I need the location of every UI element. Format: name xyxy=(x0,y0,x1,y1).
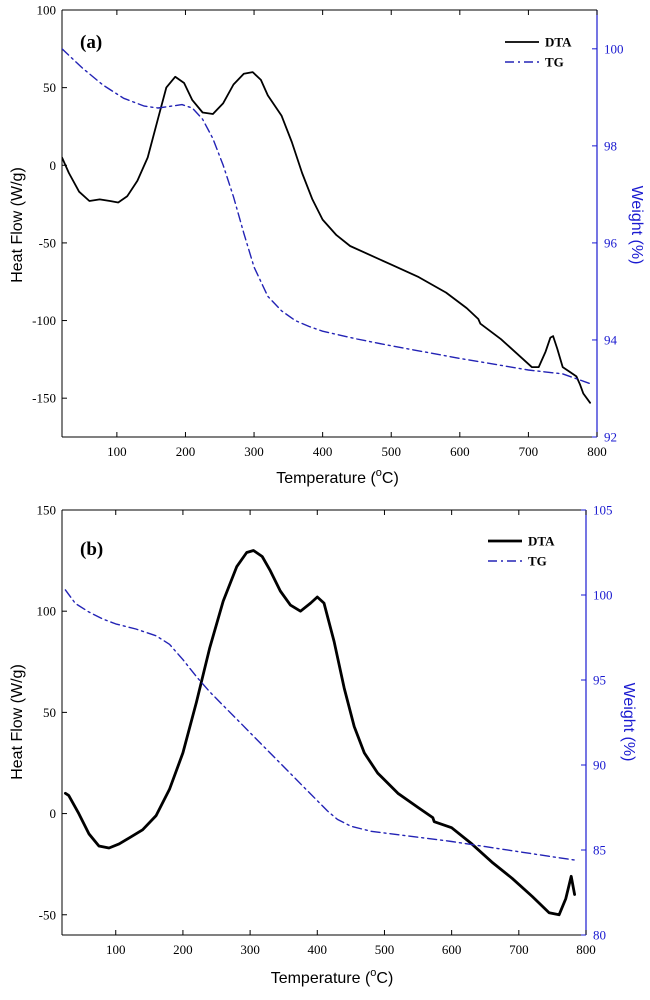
series-tg-line xyxy=(62,48,591,385)
x-tick-label: 800 xyxy=(587,444,607,459)
series-dta-line xyxy=(64,549,576,917)
y-left-tick-label: 150 xyxy=(37,503,57,518)
x-tick-label: 500 xyxy=(375,942,395,957)
chart-panel-b: 100 200 300 400 500 600 700 800 -50 0 50 100 150 80 85… xyxy=(9,503,637,988)
y-right-tick-label: 85 xyxy=(593,843,606,858)
x-tick-label: 300 xyxy=(244,444,264,459)
x-tick-label: 300 xyxy=(240,942,260,957)
series-tg-line xyxy=(64,589,577,861)
y-right-tick-label: 100 xyxy=(604,41,624,56)
y-right-tick-label: 105 xyxy=(593,503,613,518)
panel-label: (b) xyxy=(80,539,103,560)
y-left-tick-label: 100 xyxy=(37,604,57,619)
y-right-tick-label: 95 xyxy=(593,673,606,688)
x-tick-label: 200 xyxy=(173,942,193,957)
y-right-tick-label: 80 xyxy=(593,928,606,943)
x-tick-label: 100 xyxy=(106,942,126,957)
x-tick-label: 100 xyxy=(107,444,127,459)
x-tick-label: 500 xyxy=(381,444,401,459)
y-right-tick-label: 92 xyxy=(604,430,617,445)
y-left-tick-label: 100 xyxy=(37,3,57,18)
legend-label-tg: TG xyxy=(528,554,547,569)
x-tick-label: 800 xyxy=(576,942,596,957)
y-right-tick-label: 90 xyxy=(593,758,606,773)
y-left-tick-label: -50 xyxy=(39,235,56,250)
y-left-axis-title: Heat Flow (W/g) xyxy=(9,664,26,780)
x-axis-title: Temperature (oC) xyxy=(276,467,399,487)
legend: DTA TG xyxy=(488,534,555,569)
x-tick-label: 600 xyxy=(442,942,462,957)
y-left-axis-title: Heat Flow (W/g) xyxy=(9,167,26,283)
y-right-tick-label: 98 xyxy=(604,138,617,153)
series-dta-line xyxy=(62,71,591,404)
chart-panel-a: 100 200 300 400 500 600 700 800 -150 -100 -50 0 50 10… xyxy=(9,3,645,488)
y-left-tick-label: -150 xyxy=(32,391,56,406)
x-tick-label: 600 xyxy=(450,444,470,459)
legend-label-tg: TG xyxy=(545,55,564,70)
x-tick-label: 700 xyxy=(519,444,539,459)
y-left-tick-label: 50 xyxy=(43,705,56,720)
y-right-tick-label: 100 xyxy=(593,588,613,603)
legend-label-dta: DTA xyxy=(528,534,555,549)
x-tick-label: 200 xyxy=(176,444,196,459)
y-right-tick-label: 94 xyxy=(604,332,618,347)
y-left-tick-label: -50 xyxy=(39,907,56,922)
y-right-axis-title: Weight (%) xyxy=(620,683,637,762)
panel-label: (a) xyxy=(80,32,102,53)
y-right-axis-title: Weight (%) xyxy=(628,186,645,265)
legend: DTA TG xyxy=(505,35,572,70)
x-tick-label: 400 xyxy=(308,942,328,957)
y-left-tick-label: -100 xyxy=(32,313,56,328)
y-left-tick-label: 50 xyxy=(43,80,56,95)
x-tick-label: 700 xyxy=(509,942,529,957)
y-right-tick-label: 96 xyxy=(604,235,618,250)
y-left-tick-label: 0 xyxy=(50,806,57,821)
x-axis-title: Temperature (oC) xyxy=(271,967,394,987)
y-left-tick-label: 0 xyxy=(50,158,57,173)
x-tick-label: 400 xyxy=(313,444,333,459)
legend-label-dta: DTA xyxy=(545,35,572,50)
